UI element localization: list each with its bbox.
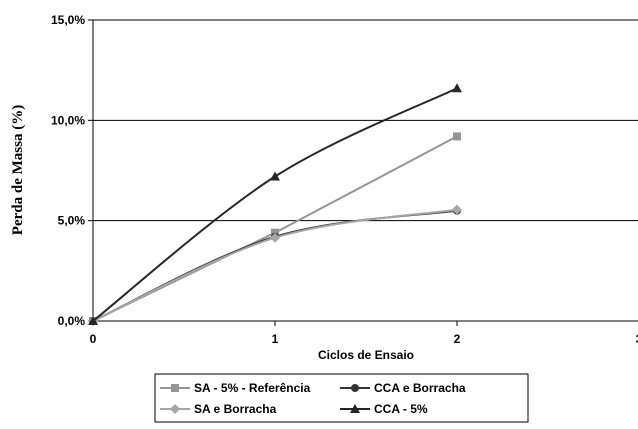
data-point (88, 316, 98, 325)
series-circle (89, 206, 461, 325)
series-group (88, 83, 462, 326)
tick-labels: 0,0% 5,0% 10,0% 15,0% 0 1 2 3 (51, 13, 638, 346)
x-tick-label: 2 (454, 332, 461, 346)
y-tick-label: 0,0% (58, 314, 86, 328)
legend-marker (171, 384, 179, 392)
legend-label: CCA e Borracha (374, 381, 466, 395)
legend-label: CCA - 5% (374, 402, 428, 416)
legend-label: SA e Borracha (194, 402, 277, 416)
legend-item: SA e Borracha (160, 402, 277, 416)
series-line (92, 208, 458, 322)
legend-marker (350, 404, 360, 413)
series-triangle (88, 83, 462, 325)
y-tick-label: 15,0% (51, 13, 85, 27)
gridlines (93, 19, 638, 222)
legend-label: SA - 5% - Referência (194, 381, 311, 395)
x-axis-label: Ciclos de Ensaio (318, 348, 414, 362)
legend-item: CCA - 5% (340, 402, 428, 416)
series-line (92, 209, 458, 322)
legend-marker (351, 384, 359, 392)
y-axis-label: Perda de Massa (%) (10, 105, 26, 235)
x-tick-label: 0 (90, 332, 97, 346)
legend-box (154, 373, 529, 423)
legend-item: SA - 5% - Referência (160, 381, 311, 395)
y-tick-label: 5,0% (58, 214, 86, 228)
y-tick-label: 10,0% (51, 113, 85, 127)
data-point (271, 228, 279, 237)
series-line (92, 87, 458, 322)
data-point (452, 204, 462, 215)
data-point (270, 171, 280, 181)
legend: SA - 5% - Referência CCA e Borracha SA e B… (154, 373, 529, 423)
legend-marker (170, 404, 180, 414)
data-point (453, 132, 461, 141)
x-tick-label: 1 (272, 332, 279, 346)
data-point (452, 83, 462, 93)
series-diamond (88, 204, 462, 326)
data-point (270, 232, 280, 243)
axes (88, 19, 638, 326)
legend-item: CCA e Borracha (340, 381, 466, 395)
x-tick-label: 3 (636, 332, 638, 346)
